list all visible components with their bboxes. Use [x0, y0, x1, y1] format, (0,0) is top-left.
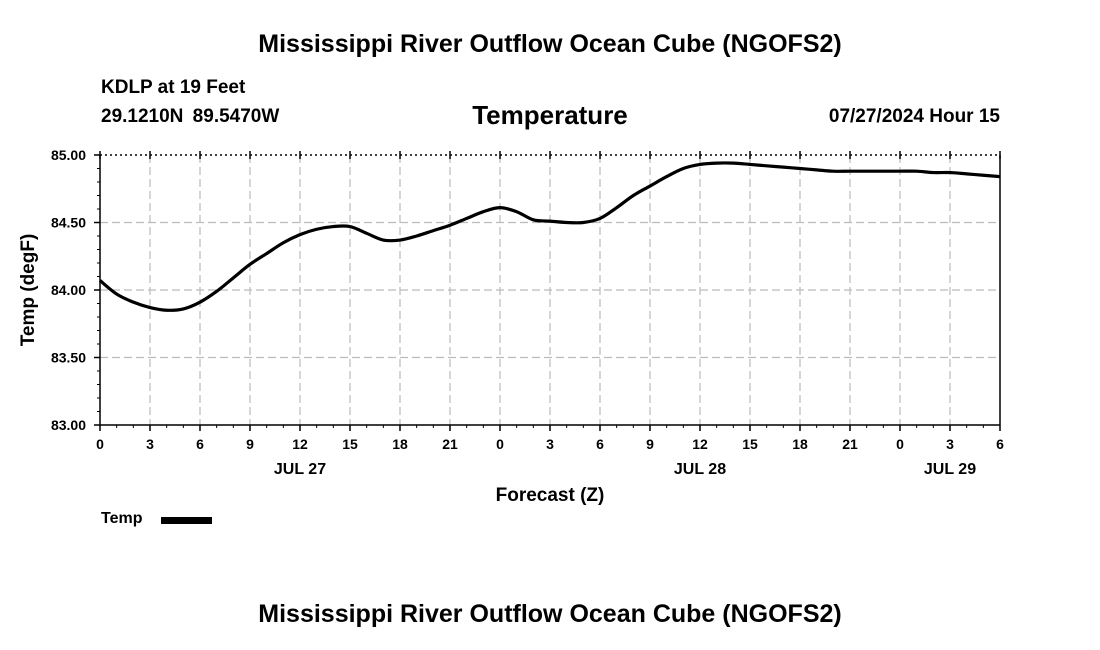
- x-tick-label: 12: [692, 436, 708, 452]
- station-name: KDLP at 19 Feet: [101, 77, 246, 98]
- date-label: JUL 29: [924, 461, 976, 478]
- series-line-temp: [98, 161, 1001, 312]
- station-coordinates: 29.1210N 89.5470W: [101, 106, 280, 127]
- chart-title: Temperature: [472, 100, 628, 130]
- x-tick-label: 3: [546, 436, 554, 452]
- y-tick-label: 84.50: [51, 215, 86, 231]
- y-axis-title: Temp (degF): [18, 234, 39, 347]
- y-tick-label: 84.00: [51, 282, 86, 298]
- x-tick-label: 6: [196, 436, 204, 452]
- x-tick-label: 6: [996, 436, 1004, 452]
- main-title: Mississippi River Outflow Ocean Cube (NG…: [258, 30, 842, 58]
- grid: [100, 154, 1000, 425]
- axes: [94, 151, 1001, 431]
- x-tick-label: 9: [646, 436, 654, 452]
- x-tick-label: 21: [842, 436, 858, 452]
- forecast-run-time: 07/27/2024 Hour 15: [828, 106, 1000, 127]
- legend-label: Temp: [101, 510, 143, 527]
- date-label: JUL 28: [674, 461, 726, 478]
- series-layer: [98, 161, 1001, 312]
- x-tick-label: 21: [442, 436, 458, 452]
- x-axis-title: Forecast (Z): [496, 485, 605, 506]
- date-label: JUL 27: [274, 461, 326, 478]
- x-tick-label: 0: [496, 436, 504, 452]
- x-tick-label: 6: [596, 436, 604, 452]
- x-tick-label: 18: [392, 436, 408, 452]
- x-tick-label: 9: [246, 436, 254, 452]
- axis-labels: 83.00 83.50 84.00 84.50 85.00 0 3 6 9 12 15 18 21 0 3 6…: [18, 147, 1004, 506]
- x-tick-label: 12: [292, 436, 308, 452]
- y-tick-label: 83.50: [51, 350, 86, 366]
- x-tick-label: 18: [792, 436, 808, 452]
- footer-title: Mississippi River Outflow Ocean Cube (NG…: [258, 600, 842, 628]
- legend-swatch: [161, 517, 212, 524]
- x-tick-label: 0: [896, 436, 904, 452]
- y-tick-label: 83.00: [51, 417, 86, 433]
- x-tick-label: 3: [146, 436, 154, 452]
- x-tick-label: 15: [742, 436, 758, 452]
- x-tick-label: 3: [946, 436, 954, 452]
- x-tick-label: 0: [96, 436, 104, 452]
- y-tick-label: 85.00: [51, 147, 86, 163]
- x-tick-label: 15: [342, 436, 358, 452]
